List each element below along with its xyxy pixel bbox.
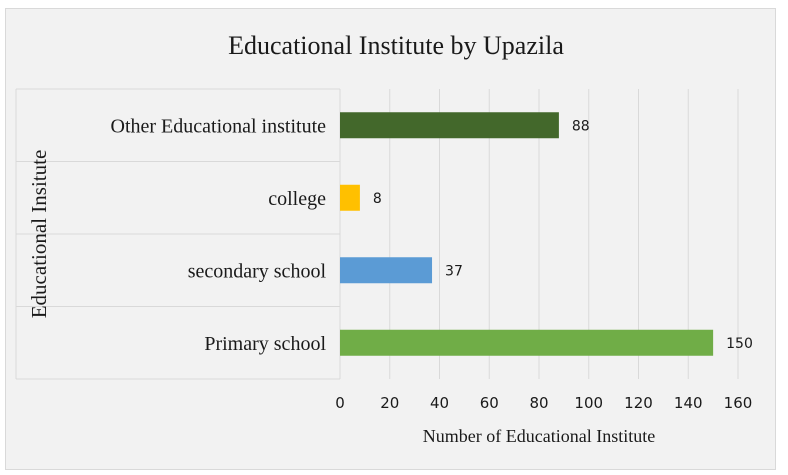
chart-area: 0 20 40 60 80 100 120 140 160 Other Educational i… <box>5 8 776 470</box>
x-tick-label-40: 40 <box>430 394 449 412</box>
category-separators <box>15 88 341 380</box>
x-tick-label-20: 20 <box>380 394 399 412</box>
x-tick-label-100: 100 <box>574 394 603 412</box>
x-tick-label-140: 140 <box>674 394 703 412</box>
bar-secondary-school <box>340 257 433 284</box>
data-label: 37 <box>445 263 463 279</box>
data-label: 88 <box>572 118 590 134</box>
y-axis-title: Educational Insitute <box>27 150 51 319</box>
bar-college <box>340 184 360 211</box>
x-tick-label-0: 0 <box>335 394 345 412</box>
category-label: Other Educational institute <box>111 115 327 137</box>
data-label: 150 <box>726 336 753 352</box>
bar-primary-school <box>340 329 714 356</box>
labels: 0 20 40 60 80 100 120 140 160 Other Educational i… <box>111 115 753 412</box>
category-label: college <box>268 188 326 210</box>
bars <box>340 112 714 356</box>
bar-other-educational-institute <box>340 112 559 139</box>
x-tick-label-120: 120 <box>624 394 653 412</box>
x-tick-label-60: 60 <box>480 394 499 412</box>
x-axis-title: Number of Educational Institute <box>423 426 655 446</box>
x-tick-label-160: 160 <box>724 394 753 412</box>
x-tick-label-80: 80 <box>529 394 548 412</box>
data-label: 8 <box>373 191 382 207</box>
chart-title: Educational Institute by Upazila <box>228 31 564 60</box>
category-label: secondary school <box>188 260 327 282</box>
category-label: Primary school <box>204 333 326 355</box>
chart-svg: 0 20 40 60 80 100 120 140 160 Other Educational i… <box>15 31 753 446</box>
